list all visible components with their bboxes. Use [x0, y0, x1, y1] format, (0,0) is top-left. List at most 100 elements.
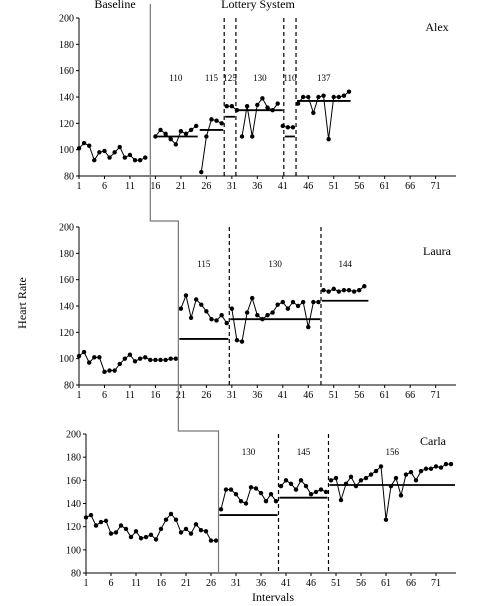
data-point [295, 303, 301, 309]
x-tick-label: 66 [405, 390, 415, 401]
data-point [378, 464, 384, 469]
y-tick-label: 180 [59, 40, 74, 51]
x-tick-label: 21 [181, 578, 191, 589]
data-point [112, 368, 117, 373]
data-point [273, 498, 279, 504]
data-point [268, 492, 274, 497]
data-point [348, 474, 354, 480]
data-point [239, 339, 245, 344]
intervention-series-line [180, 293, 228, 324]
x-tick-label: 6 [109, 578, 114, 589]
x-tick-label: 66 [406, 578, 416, 589]
data-point [373, 468, 379, 474]
data-point [214, 118, 219, 123]
x-tick-label: 66 [405, 181, 415, 192]
data-point [285, 306, 291, 311]
data-point [153, 537, 159, 542]
data-point [260, 316, 265, 322]
data-point [333, 475, 339, 481]
data-point [204, 134, 209, 139]
data-point [313, 489, 319, 495]
data-point [123, 526, 129, 532]
criterion-label: 125 [223, 73, 237, 83]
data-point [326, 289, 331, 294]
data-point [122, 356, 128, 361]
data-point [238, 498, 244, 504]
phase-change-line [149, 4, 220, 573]
data-point [168, 356, 173, 361]
intervention-series-line [297, 91, 350, 140]
data-point [331, 286, 336, 292]
data-point [148, 357, 153, 363]
data-point [188, 315, 194, 321]
x-tick-label: 11 [125, 390, 135, 401]
data-point [255, 102, 260, 108]
data-point [199, 302, 204, 307]
x-tick-label: 71 [431, 578, 441, 589]
data-point [88, 512, 94, 518]
data-point [117, 361, 122, 367]
data-point [98, 519, 104, 525]
data-point [275, 101, 280, 106]
data-point [143, 155, 148, 160]
x-axis-label: Intervals [252, 590, 294, 604]
x-tick-label: 46 [303, 390, 313, 401]
intervention-series-line [330, 463, 451, 520]
x-tick-label: 41 [278, 390, 288, 401]
data-point [173, 517, 179, 522]
data-point [250, 295, 255, 301]
data-point [209, 117, 214, 122]
data-point [428, 466, 434, 471]
data-point [278, 483, 284, 489]
data-point [288, 481, 294, 487]
x-tick-label: 71 [431, 181, 441, 192]
x-tick-label: 46 [303, 181, 313, 192]
data-point [229, 104, 235, 109]
data-point [188, 127, 194, 133]
data-point [132, 359, 138, 364]
data-point [357, 288, 362, 293]
x-tick-label: 56 [354, 181, 364, 192]
data-point [303, 483, 309, 489]
data-point [358, 478, 364, 483]
x-tick-label: 16 [150, 181, 160, 192]
data-point [102, 369, 107, 375]
data-point [86, 360, 92, 365]
criterion-label: 156 [386, 447, 400, 457]
data-point [448, 461, 454, 467]
data-point [173, 142, 178, 147]
y-tick-label: 140 [59, 302, 74, 313]
y-axis-label: Heart Rate [15, 277, 29, 329]
data-point [224, 320, 229, 326]
y-tick-label: 80 [64, 172, 74, 183]
data-point [255, 313, 260, 318]
data-point [331, 94, 336, 100]
data-point [133, 529, 139, 534]
x-tick-label: 41 [281, 578, 291, 589]
criterion-label: 144 [338, 259, 352, 269]
x-tick-label: 1 [77, 390, 82, 401]
data-point [76, 353, 82, 359]
participant-name: Carla [420, 434, 447, 448]
data-point [229, 306, 235, 311]
data-point [137, 158, 143, 163]
data-point [300, 299, 306, 305]
y-tick-label: 100 [66, 545, 81, 556]
intervention-series-line [280, 479, 327, 495]
x-tick-label: 21 [176, 390, 186, 401]
data-point [263, 498, 269, 504]
data-point [218, 507, 224, 512]
data-point [213, 538, 219, 543]
data-point [258, 490, 264, 496]
data-point [118, 523, 124, 528]
data-point [253, 486, 259, 491]
data-point [163, 517, 169, 522]
data-point [280, 123, 285, 129]
data-point [362, 284, 367, 289]
x-tick-label: 71 [431, 390, 441, 401]
data-point [336, 289, 342, 294]
data-point [260, 96, 265, 101]
data-point [270, 310, 275, 315]
data-point [316, 94, 321, 100]
